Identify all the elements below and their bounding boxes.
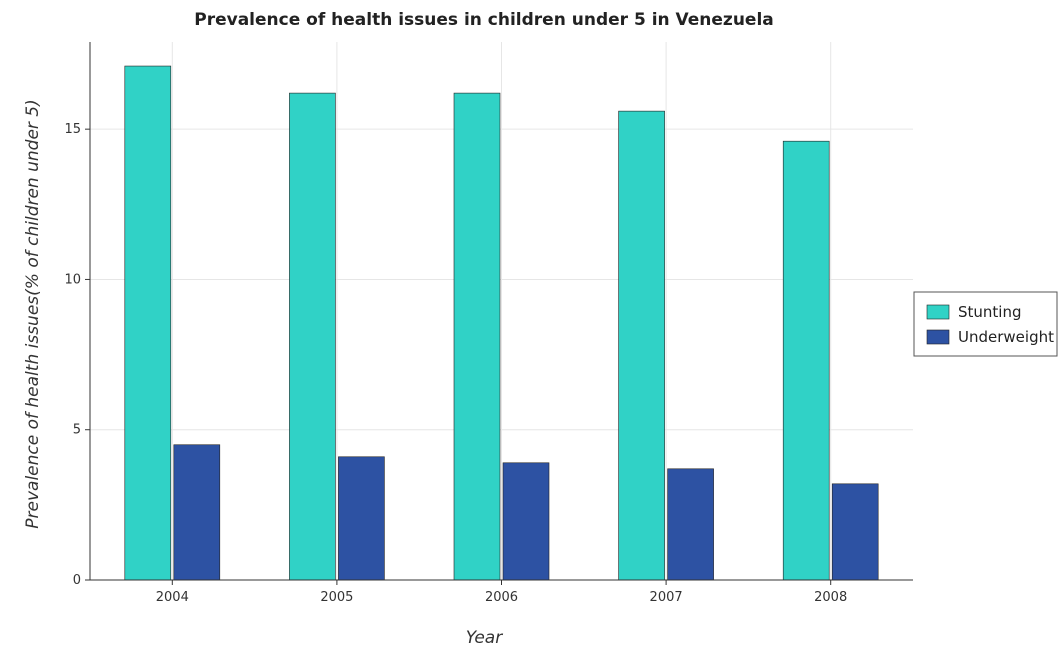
y-axis-title: Prevalence of health issues(% of childre… (23, 99, 43, 528)
bar-underweight-2006 (502, 462, 550, 581)
y-tick-label: 15 (64, 122, 81, 137)
legend-swatch-stunting (926, 304, 950, 320)
axes: 0 5 10 15 2004 2005 2006 2007 2008 (64, 42, 913, 605)
legend-label-stunting: Stunting (958, 303, 1022, 321)
x-axis-title: Year (466, 628, 503, 648)
bar-stunting-2004 (124, 65, 172, 581)
y-tick-label: 0 (73, 573, 81, 588)
bar-stunting-2008 (782, 140, 830, 581)
y-tick-label: 5 (73, 423, 81, 438)
bar-stunting-2005 (289, 92, 336, 581)
y-tick-label: 10 (64, 272, 81, 287)
x-tick-label: 2006 (485, 590, 518, 605)
bar-underweight-2007 (667, 468, 714, 581)
legend-label-underweight: Underweight (958, 328, 1054, 346)
bar-stunting-2007 (618, 110, 665, 581)
bar-stunting-2006 (453, 92, 501, 581)
chart-title: Prevalence of health issues in children … (194, 10, 774, 30)
x-tick-label: 2005 (320, 590, 353, 605)
legend-box (913, 291, 1058, 357)
legend-swatch-underweight (926, 329, 950, 345)
bar-underweight-2004 (173, 444, 221, 581)
bar-underweight-2005 (338, 456, 385, 581)
legend: Stunting Underweight (913, 291, 1058, 357)
x-tick-label: 2007 (650, 590, 683, 605)
x-tick-label: 2008 (814, 590, 847, 605)
bars (124, 65, 879, 581)
bar-underweight-2008 (831, 483, 879, 581)
x-tick-label: 2004 (156, 590, 189, 605)
